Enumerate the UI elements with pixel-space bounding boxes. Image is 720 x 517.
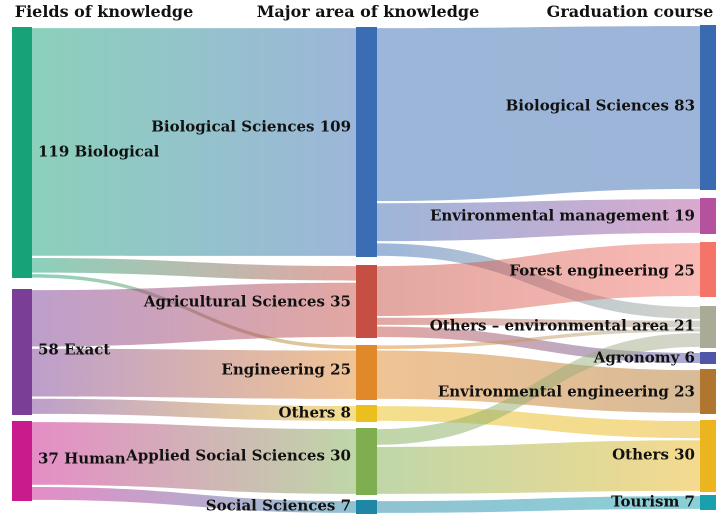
node-label-human: 37 Human bbox=[38, 449, 126, 468]
node-label-agri-35: Agricultural Sciences 35 bbox=[143, 292, 351, 311]
node-others-8 bbox=[356, 405, 377, 422]
node-human bbox=[12, 421, 32, 501]
column-header-major-area: Major area of knowledge bbox=[256, 2, 480, 21]
node-label-bio-sci-83: Biological Sciences 83 bbox=[505, 96, 695, 115]
node-agronomy-6 bbox=[700, 352, 716, 364]
node-label-others-8: Others 8 bbox=[278, 403, 351, 422]
node-bio-sci-83 bbox=[700, 25, 716, 190]
node-soc-sci-7 bbox=[356, 500, 377, 514]
node-label-exact: 58 Exact bbox=[38, 340, 111, 359]
node-eng-25 bbox=[356, 345, 377, 400]
flow-human-to-appl-soc-30 bbox=[32, 422, 356, 494]
flow-agri-35-to-forest-25 bbox=[377, 243, 700, 317]
node-others-30 bbox=[700, 420, 716, 492]
node-forest-25 bbox=[700, 242, 716, 297]
column-header-fields-of-knowledge: Fields of knowledge bbox=[14, 2, 194, 21]
node-label-forest-25: Forest engineering 25 bbox=[509, 261, 695, 280]
flow-biological-to-bio-sci-109 bbox=[32, 28, 356, 256]
node-env-eng-23 bbox=[700, 369, 716, 414]
flow-appl-soc-30-to-others-30 bbox=[377, 440, 700, 494]
node-label-env-mgmt-19: Environmental management 19 bbox=[429, 206, 695, 225]
node-others-env-21 bbox=[700, 306, 716, 348]
node-label-others-env-21: Others – environmental area 21 bbox=[429, 316, 695, 335]
node-appl-soc-30 bbox=[356, 428, 377, 495]
node-exact bbox=[12, 289, 32, 415]
node-agri-35 bbox=[356, 265, 377, 338]
node-label-biological: 119 Biological bbox=[38, 142, 160, 161]
node-label-env-eng-23: Environmental engineering 23 bbox=[437, 382, 695, 401]
flow-bio-sci-109-to-bio-sci-83 bbox=[377, 26, 700, 202]
flow-exact-to-agri-35 bbox=[32, 282, 356, 347]
flow-exact-to-eng-25 bbox=[32, 348, 356, 399]
flow-others-8-to-others-30 bbox=[377, 406, 700, 439]
node-label-appl-soc-30: Applied Social Sciences 30 bbox=[126, 446, 351, 465]
node-biological bbox=[12, 27, 32, 278]
node-label-others-30: Others 30 bbox=[612, 445, 695, 464]
flow-biological-to-agri-35 bbox=[32, 258, 356, 281]
node-label-agronomy-6: Agronomy 6 bbox=[593, 348, 695, 367]
node-tourism-7 bbox=[700, 495, 716, 510]
node-label-eng-25: Engineering 25 bbox=[221, 360, 351, 379]
flow-bio-sci-109-to-env-mgmt-19 bbox=[377, 199, 700, 242]
flow-eng-25-to-others-env-21 bbox=[377, 328, 700, 350]
flow-exact-to-others-8 bbox=[32, 398, 356, 421]
node-label-soc-sci-7: Social Sciences 7 bbox=[205, 496, 351, 515]
flow-appl-soc-30-to-others-env-21 bbox=[377, 333, 700, 445]
node-env-mgmt-19 bbox=[700, 198, 716, 234]
flow-agri-35-to-others-env-21 bbox=[377, 317, 700, 328]
flow-soc-sci-7-to-tourism-7 bbox=[377, 496, 700, 513]
node-label-bio-sci-109: Biological Sciences 109 bbox=[151, 117, 351, 136]
flow-human-to-soc-sci-7 bbox=[32, 486, 356, 513]
column-header-graduation-course: Graduation course bbox=[546, 2, 714, 21]
node-bio-sci-109 bbox=[356, 27, 377, 257]
node-label-tourism-7: Tourism 7 bbox=[611, 492, 695, 511]
